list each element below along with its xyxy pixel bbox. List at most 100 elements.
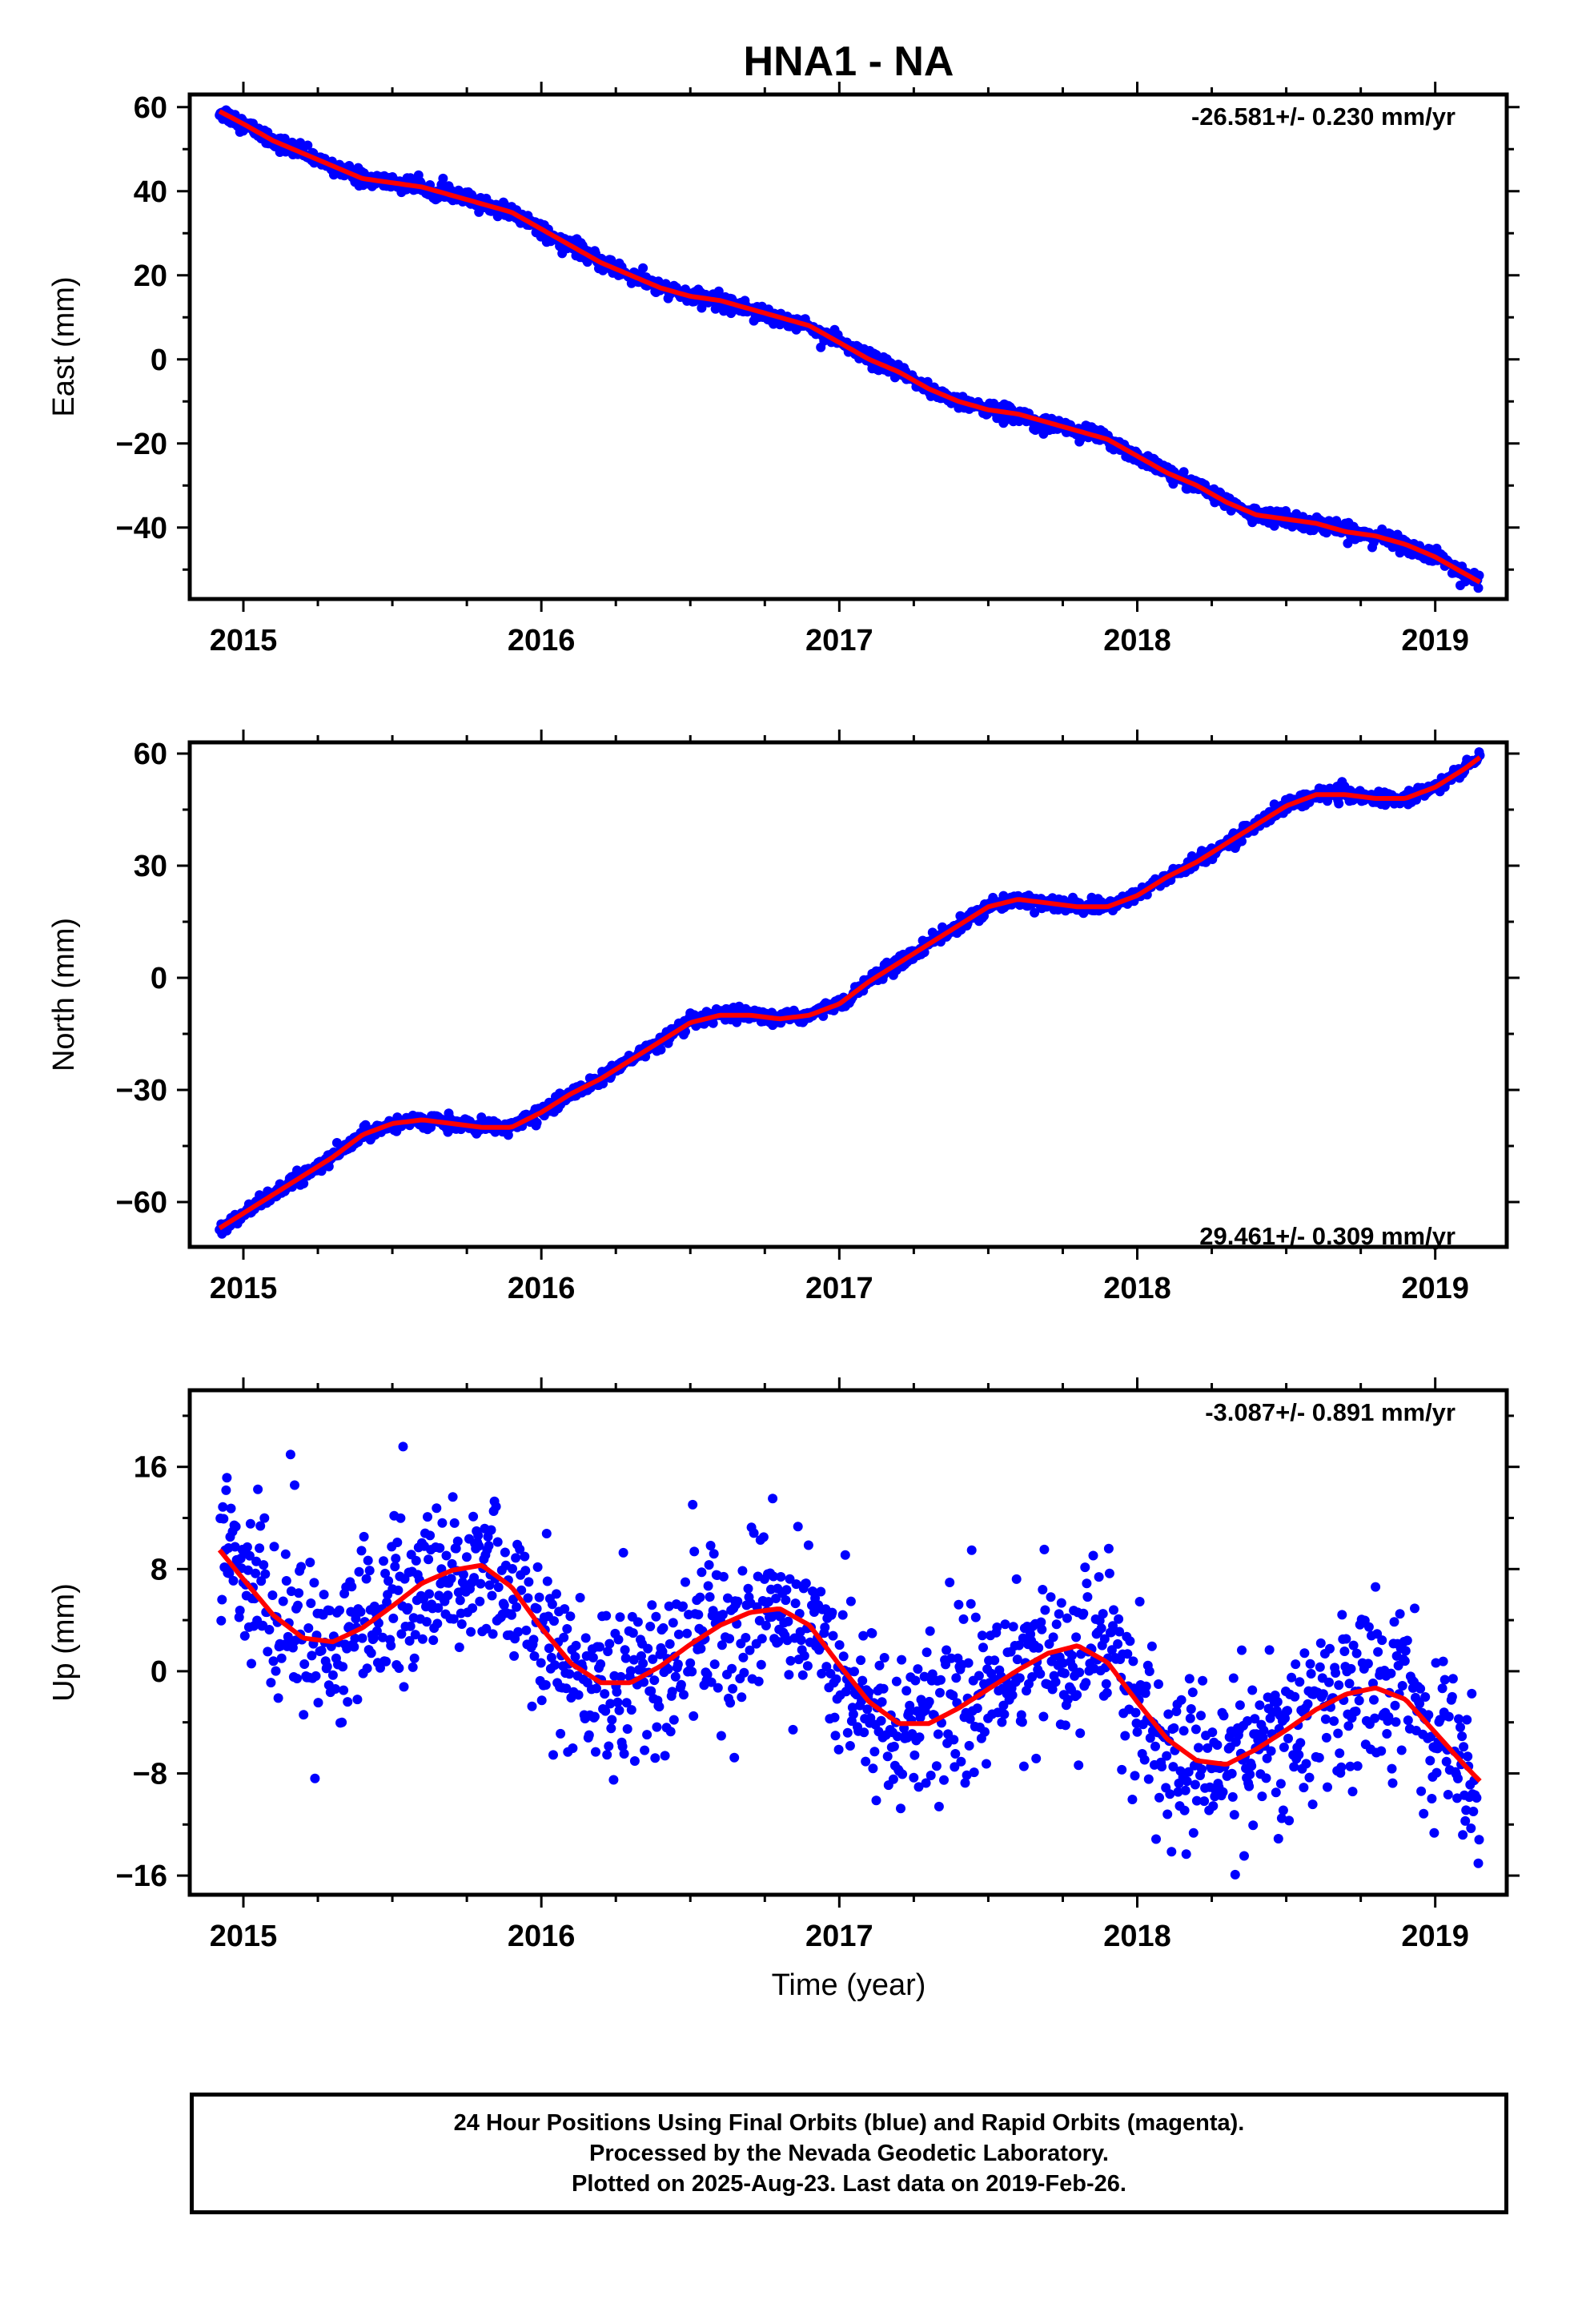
data-point: [950, 1749, 961, 1759]
data-point: [523, 1593, 533, 1603]
y-tick-label: −40: [116, 512, 167, 545]
data-point: [285, 1449, 295, 1460]
data-point: [352, 1695, 363, 1705]
data-point: [1060, 1720, 1070, 1731]
data-point: [713, 1683, 723, 1693]
data-point: [271, 1666, 281, 1676]
data-point: [475, 1596, 485, 1606]
data-point: [536, 1695, 547, 1706]
data-point: [1103, 1543, 1114, 1554]
data-point: [1102, 1687, 1112, 1698]
data-point: [1370, 1713, 1380, 1723]
data-point: [1363, 1659, 1373, 1669]
data-point: [816, 1586, 826, 1597]
data-point: [324, 1606, 335, 1616]
data-point: [443, 1590, 453, 1601]
data-point: [391, 1554, 401, 1564]
data-point: [1396, 1745, 1407, 1755]
data-point: [638, 263, 648, 273]
data-point: [738, 1652, 749, 1663]
data-point: [1377, 1635, 1387, 1646]
data-point: [1038, 1585, 1048, 1594]
data-point: [1080, 1562, 1090, 1573]
data-point: [1278, 1805, 1288, 1815]
data-point: [818, 1011, 829, 1021]
caption-line-3: Plotted on 2025-Aug-23. Last data on 201…: [572, 2171, 1126, 2197]
data-point: [1074, 1760, 1084, 1771]
data-point: [980, 1727, 990, 1737]
data-point: [737, 1566, 748, 1576]
data-point: [925, 1626, 935, 1636]
data-point: [296, 1562, 307, 1572]
data-point: [432, 1618, 443, 1629]
data-point: [682, 1628, 693, 1638]
figure-title: HNA1 - NA: [744, 38, 954, 85]
data-point: [263, 1647, 273, 1657]
data-point: [362, 1663, 372, 1674]
data-point: [217, 1594, 227, 1605]
data-point: [1162, 1751, 1172, 1761]
data-point: [281, 1576, 291, 1586]
data-point: [849, 1667, 859, 1677]
data-point: [1299, 1648, 1310, 1659]
data-point: [290, 1480, 299, 1490]
data-point: [1429, 1827, 1439, 1838]
y-tick-label: −20: [116, 428, 167, 461]
data-point: [960, 1778, 970, 1788]
panels: 2015 2016 2017 2018 2019 −40 −20 0 20 40 60 East (m…: [47, 82, 1520, 1953]
data-point: [1369, 1695, 1379, 1705]
data-point: [1334, 798, 1344, 809]
data-point: [781, 1595, 791, 1606]
data-point: [628, 1628, 638, 1638]
data-point: [303, 140, 313, 151]
data-point: [219, 1514, 229, 1524]
data-point: [697, 1567, 707, 1578]
data-point: [658, 1622, 669, 1633]
data-point: [1371, 1582, 1381, 1592]
data-point: [493, 1582, 504, 1592]
data-point: [796, 1635, 806, 1645]
data-point: [874, 1660, 885, 1671]
x-tick-label: 2018: [1103, 1272, 1171, 1305]
data-point: [1185, 1713, 1195, 1723]
data-point: [1051, 1619, 1062, 1630]
data-point: [529, 1651, 540, 1661]
data-point: [268, 1656, 279, 1667]
data-point: [817, 1668, 827, 1679]
data-point: [709, 1659, 720, 1670]
data-point: [1420, 1692, 1431, 1702]
data-point: [218, 1502, 228, 1512]
data-point: [1219, 1711, 1229, 1721]
data-point: [1399, 1656, 1410, 1667]
data-point: [840, 1550, 850, 1560]
data-point: [1016, 1710, 1026, 1720]
data-point: [350, 1633, 360, 1643]
data-point: [1076, 1649, 1086, 1659]
data-point: [613, 1634, 624, 1645]
data-point: [620, 1653, 631, 1663]
y-tick-label: 20: [134, 259, 167, 293]
data-point: [1295, 1677, 1305, 1687]
data-point: [905, 1700, 915, 1711]
data-point: [393, 1585, 404, 1595]
data-point: [1146, 1641, 1157, 1651]
data-point: [307, 1651, 317, 1661]
data-point: [1294, 1750, 1304, 1760]
data-point: [398, 1441, 408, 1452]
data-point: [1199, 1796, 1210, 1807]
data-point: [615, 1612, 625, 1622]
data-point: [879, 1653, 889, 1663]
data-point: [1382, 1729, 1392, 1739]
data-point: [1290, 1691, 1300, 1702]
data-point: [616, 1671, 626, 1682]
data-point: [422, 1617, 432, 1627]
data-point: [802, 1661, 813, 1671]
data-point: [338, 1662, 348, 1672]
data-point: [1134, 1597, 1145, 1606]
x-tick-label: 2015: [210, 624, 278, 657]
data-point: [310, 1773, 320, 1783]
data-point: [591, 1747, 600, 1757]
data-point: [1037, 1624, 1047, 1634]
data-point: [743, 1583, 753, 1594]
data-point: [1122, 1649, 1133, 1659]
